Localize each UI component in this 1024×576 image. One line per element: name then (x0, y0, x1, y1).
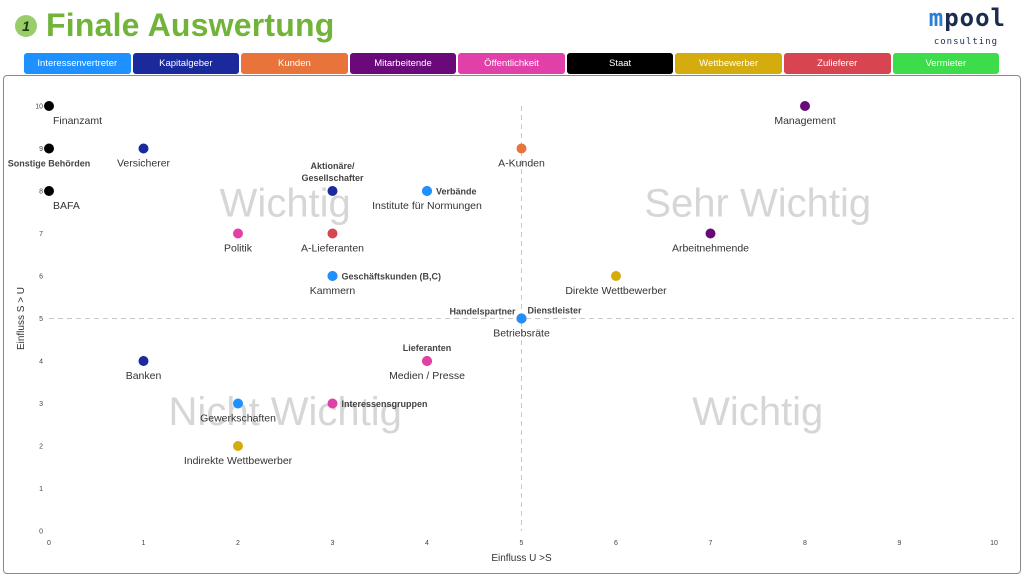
mpool-logo: mpool consulting (914, 4, 1006, 48)
logo-letter-m: m (928, 4, 945, 32)
point-label: Kammern (310, 285, 356, 297)
y-tick-label: 0 (39, 529, 43, 536)
quadrant-label-bottom-right: Wichtig (692, 390, 823, 434)
y-tick-label: 9 (39, 146, 43, 153)
y-tick-label: 4 (39, 359, 43, 366)
legend-item-vermieter: Vermieter (892, 53, 1000, 74)
point-label: Dienstleister (528, 306, 583, 316)
logo-wordmark: mpool (929, 4, 1006, 32)
point-label: A-Kunden (498, 158, 545, 170)
data-point (327, 186, 338, 196)
x-tick-label: 6 (614, 540, 618, 547)
data-point (233, 441, 243, 451)
point-label: Lieferanten (403, 343, 452, 353)
legend-item-staat: Staat (566, 53, 674, 74)
data-point (138, 143, 149, 154)
point-label: Indirekte Wettbewerber (184, 455, 293, 467)
point-label: Banken (126, 370, 162, 382)
point-label: Institute für Normungen (372, 200, 482, 212)
x-tick-label: 2 (236, 540, 240, 547)
data-point (611, 271, 621, 281)
page-title: Finale Auswertung (46, 7, 335, 43)
legend-item-kunden: Kunden (241, 53, 348, 74)
legend-item-mitarbeitende: Mitarbeitende (349, 53, 457, 74)
y-tick-label: 2 (39, 444, 43, 451)
data-point (800, 101, 810, 111)
y-tick-label: 10 (35, 104, 43, 111)
point-label: Medien / Presse (389, 370, 465, 382)
y-tick-label: 8 (39, 189, 43, 196)
point-label: Politik (224, 243, 253, 255)
data-point (138, 356, 149, 366)
data-point (327, 271, 338, 281)
point-label: Geschäftskunden (B,C) (342, 272, 442, 282)
point-label: Arbeitnehmende (672, 243, 749, 255)
point-label: Handelspartner (449, 307, 516, 317)
legend-item-zulieferer: Zulieferer (783, 53, 891, 74)
point-label: Gewerkschaften (200, 413, 276, 425)
x-tick-label: 1 (142, 540, 146, 547)
header: 1 Finale Auswertung mpool consulting (0, 0, 1024, 50)
y-axis-title: Einfluss S > U (16, 287, 27, 350)
legend-item-kapitalgeber: Kapitalgeber (132, 53, 240, 74)
logo-subtitle: consulting (933, 37, 998, 47)
data-point (44, 186, 54, 196)
x-axis-title: Einfluss U >S (491, 553, 552, 564)
point-label: BAFA (53, 200, 80, 212)
point-label-line: Gesellschafter (301, 173, 364, 183)
data-point (422, 186, 432, 196)
data-point (327, 398, 338, 409)
data-point (516, 143, 527, 154)
chart-frame: Wichtig Sehr Wichtig Nicht Wichtig Wichtig 0… (3, 75, 1021, 574)
x-tick-label: 8 (803, 540, 807, 547)
data-point (422, 356, 432, 366)
legend-item-interessenvertreter: Interessenvertreter (24, 53, 131, 74)
y-tick-label: 5 (39, 316, 43, 323)
x-tick-label: 7 (709, 540, 713, 547)
x-tick-label: 0 (47, 540, 51, 547)
data-point (233, 398, 243, 409)
point-label: Interessensgruppen (342, 399, 428, 409)
quadrant-label-top-right: Sehr Wichtig (644, 182, 871, 226)
y-tick-label: 7 (39, 231, 43, 238)
data-point (705, 228, 716, 239)
y-tick-label: 3 (39, 401, 43, 408)
point-label: Versicherer (117, 158, 171, 170)
quadrant-label-bottom-left: Nicht Wichtig (169, 390, 402, 434)
y-tick-label: 6 (39, 274, 43, 281)
point-label: A-Lieferanten (301, 243, 364, 255)
data-point (44, 143, 54, 154)
point-label: Sonstige Behörden (8, 159, 91, 169)
data-point (44, 101, 54, 111)
logo-letters-pool: pool (944, 4, 1006, 32)
x-tick-label: 3 (331, 540, 335, 547)
point-label-line: Aktionäre/ (310, 161, 355, 171)
point-label: Betriebsräte (493, 328, 550, 340)
point-label: Management (774, 115, 835, 127)
x-tick-label: 5 (520, 540, 524, 547)
data-point (516, 313, 527, 324)
point-label: Finanzamt (53, 115, 102, 127)
point-label: Direkte Wettbewerber (565, 285, 667, 297)
category-legend: Interessenvertreter Kapitalgeber Kunden Mit… (24, 53, 1000, 74)
legend-item-wettbewerber: Wettbewerber (675, 53, 782, 74)
data-point (233, 228, 243, 239)
x-tick-label: 10 (990, 540, 998, 547)
y-tick-label: 1 (39, 486, 43, 493)
x-tick-label: 9 (898, 540, 902, 547)
x-tick-label: 4 (425, 540, 429, 547)
point-label: Aktionäre/Gesellschafter (301, 161, 364, 183)
step-badge: 1 (15, 15, 37, 37)
data-point (327, 228, 338, 239)
point-label: Verbände (436, 187, 477, 197)
legend-item-öffentlichkeit: Öffentlichkeit (458, 53, 565, 74)
